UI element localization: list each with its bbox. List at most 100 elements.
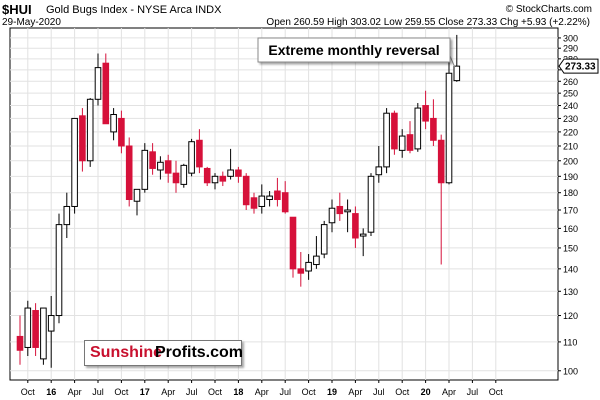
candle-body — [328, 207, 336, 224]
candle-body — [24, 307, 32, 348]
y-tick-label: 250 — [563, 89, 578, 99]
x-tick-label: Jul — [279, 387, 291, 397]
candle-body — [172, 172, 180, 184]
y-tick-label: 120 — [563, 311, 578, 321]
annotation-box: Extreme monthly reversal — [257, 37, 451, 63]
index-description: Gold Bugs Index - NYSE Arca INDX — [46, 4, 222, 16]
candle-body — [203, 167, 211, 184]
logo-text-sunshine: Sunshine — [90, 344, 163, 361]
y-tick-label: 210 — [563, 141, 578, 151]
candle-body — [250, 197, 258, 209]
y-tick-label: 180 — [563, 188, 578, 198]
x-tick-label: 17 — [140, 387, 150, 397]
x-tick-label: Apr — [348, 387, 362, 397]
y-tick-label: 260 — [563, 77, 578, 87]
y-axis: 100 110 120 130 140 150 160 170 180 190 200 210 220 2… — [558, 33, 578, 376]
candle-body — [258, 195, 266, 207]
candle-body — [71, 117, 78, 207]
candle-body — [180, 164, 188, 185]
date-label: 29-May-2020 — [2, 17, 61, 28]
candle-body — [281, 192, 289, 213]
candle-body — [102, 62, 110, 125]
candle-body — [63, 205, 71, 226]
x-tick-label: Jul — [373, 387, 385, 397]
candle-body — [118, 117, 125, 147]
candle-body — [86, 98, 94, 162]
y-tick-label: 110 — [563, 337, 577, 347]
candle-body — [188, 141, 195, 174]
x-tick-label: Oct — [395, 387, 410, 397]
candle-body — [211, 175, 219, 184]
candle-body — [359, 233, 367, 237]
y-tick-label: 140 — [563, 264, 578, 274]
brand-label: © StockCharts.com — [505, 4, 592, 15]
candle-body — [149, 151, 156, 169]
candle-body — [289, 216, 297, 270]
candle-body — [367, 175, 375, 233]
x-tick-label: Jul — [467, 387, 479, 397]
y-tick-label: 100 — [563, 366, 578, 376]
x-tick-label: Oct — [114, 387, 129, 397]
candle-body — [430, 117, 437, 141]
x-tick-label: Oct — [302, 387, 317, 397]
candle-body — [383, 112, 390, 168]
candles — [16, 34, 461, 368]
symbol-label: $HUI — [2, 2, 32, 17]
candle-body — [94, 67, 102, 100]
candle-body — [344, 209, 351, 213]
annotation-text: Extreme monthly reversal — [268, 42, 439, 58]
y-tick-label: 130 — [563, 287, 578, 297]
y-tick-label: 220 — [563, 127, 578, 137]
ohlc-summary: Open 260.59 High 303.02 Low 259.55 Close… — [266, 17, 590, 28]
candle-body — [55, 224, 63, 317]
x-tick-label: Apr — [68, 387, 82, 397]
y-tick-label: 290 — [563, 44, 578, 54]
x-tick-label: Oct — [21, 387, 36, 397]
x-tick-label: Jul — [186, 387, 198, 397]
x-tick-label: Oct — [489, 387, 504, 397]
candle-body — [157, 161, 164, 171]
candle-body — [375, 166, 383, 176]
candle-body — [47, 315, 55, 332]
candle-body — [406, 134, 414, 151]
candle-body — [414, 107, 422, 150]
y-tick-label: 170 — [563, 206, 578, 216]
candle-body — [313, 255, 320, 266]
candle-body — [110, 114, 117, 133]
logo-text-profits: Profits.com — [155, 344, 244, 361]
candle-body — [274, 190, 281, 201]
x-tick-label: Jul — [92, 387, 104, 397]
x-tick-label: 16 — [46, 387, 56, 397]
candle-body — [297, 268, 305, 274]
y-tick-label: 190 — [563, 172, 578, 182]
last-price-label: 273.33 — [565, 62, 596, 73]
y-tick-label: 160 — [563, 224, 578, 234]
candle-body — [133, 188, 141, 202]
candle-body — [32, 310, 39, 348]
candle-body — [391, 112, 398, 150]
candle-body — [219, 175, 227, 182]
y-tick-label: 150 — [563, 243, 578, 253]
y-tick-label: 300 — [563, 33, 578, 43]
y-tick-label: 200 — [563, 156, 578, 166]
y-tick-label: 240 — [563, 101, 578, 111]
candle-body — [305, 261, 312, 272]
candle-body — [352, 213, 359, 239]
x-tick-label: Oct — [208, 387, 223, 397]
x-tick-label: Apr — [161, 387, 175, 397]
candle-body — [242, 175, 250, 206]
candle-body — [125, 145, 133, 201]
x-tick-label: Apr — [255, 387, 269, 397]
annotation-leader-line — [449, 55, 456, 68]
candle-body — [336, 205, 344, 215]
candle-body — [445, 72, 453, 184]
candle-body — [398, 135, 406, 151]
candle-body — [422, 105, 429, 122]
candle-body — [16, 335, 24, 351]
candle-body — [437, 139, 445, 184]
candle-body — [164, 160, 172, 174]
candle-body — [235, 169, 242, 177]
candle-body — [196, 139, 203, 168]
candle-body — [453, 65, 461, 82]
